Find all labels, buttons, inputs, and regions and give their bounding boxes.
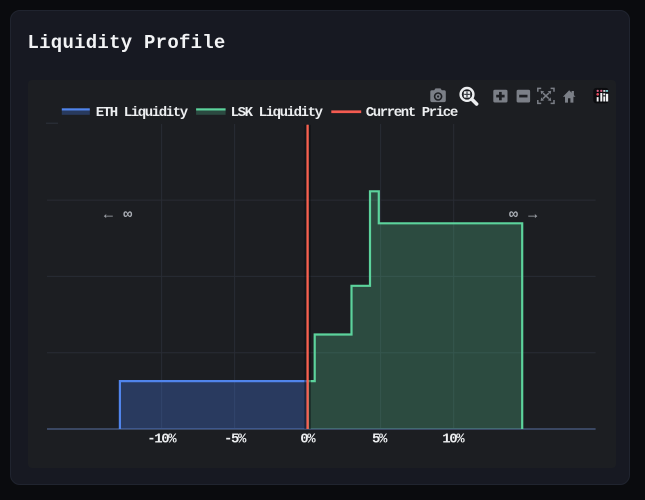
- svg-text:0%: 0%: [300, 432, 316, 448]
- svg-text:ETH Liquidity: ETH Liquidity: [96, 105, 189, 121]
- svg-text:Current Price: Current Price: [366, 105, 458, 121]
- svg-text:∞→: ∞ →: [509, 206, 537, 223]
- svg-text:-5%: -5%: [224, 432, 247, 448]
- svg-text:10%: 10%: [442, 432, 465, 448]
- svg-text:←∞: ← ∞: [104, 206, 132, 223]
- svg-text:5%: 5%: [372, 432, 388, 448]
- svg-text:LSK Liquidity: LSK Liquidity: [231, 105, 324, 121]
- svg-text:-10%: -10%: [147, 432, 177, 448]
